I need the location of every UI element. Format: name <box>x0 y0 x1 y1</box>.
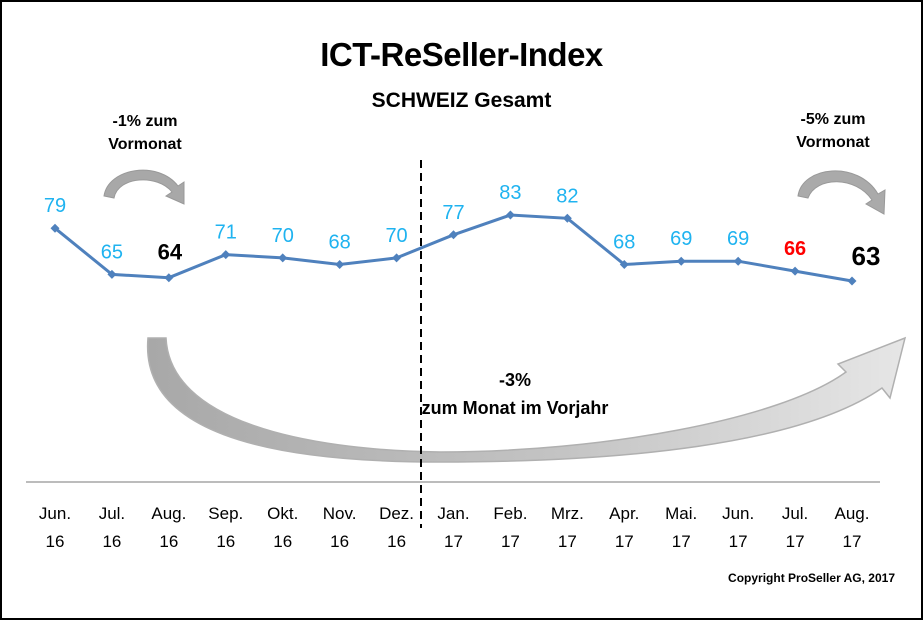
data-label: 77 <box>442 202 464 224</box>
x-tick-label-month: Jul. <box>782 504 808 523</box>
annotation-left-line1: -1% zum <box>112 113 178 130</box>
data-label: 68 <box>613 232 635 254</box>
x-tick-label-month: Jun. <box>39 504 71 523</box>
annotation-left: -1% zum Vormonat <box>90 110 200 156</box>
x-tick-label-year: 17 <box>444 532 463 551</box>
data-label: 64 <box>158 240 183 265</box>
data-label: 70 <box>272 225 294 247</box>
x-tick-label-year: 16 <box>102 532 121 551</box>
annotation-right: -5% zum Vormonat <box>778 108 888 154</box>
x-tick-label-year: 16 <box>216 532 235 551</box>
x-tick-label-month: Apr. <box>609 504 639 523</box>
data-label: 82 <box>556 185 578 207</box>
data-label: 79 <box>44 195 66 217</box>
x-tick-label-month: Sep. <box>208 504 243 523</box>
x-tick-label-month: Mai. <box>665 504 697 523</box>
data-point <box>676 256 686 266</box>
data-point <box>221 250 231 260</box>
x-tick-label-month: Jul. <box>99 504 125 523</box>
x-tick-label-month: Aug. <box>835 504 870 523</box>
x-tick-label-month: Feb. <box>493 504 527 523</box>
x-tick-label-month: Dez. <box>379 504 414 523</box>
x-tick-label-year: 17 <box>558 532 577 551</box>
data-point <box>164 273 174 283</box>
annotation-middle: -3% zum Monat im Vorjahr <box>400 366 630 422</box>
data-label: 70 <box>385 225 407 247</box>
data-point <box>505 210 515 220</box>
annotation-middle-line1: -3% <box>498 370 531 390</box>
x-tick-label-month: Nov. <box>323 504 357 523</box>
data-point <box>449 230 458 240</box>
x-tick-label-month: Jan. <box>437 504 469 523</box>
data-point <box>50 223 60 233</box>
chart-title: ICT-ReSeller-Index <box>320 36 603 73</box>
data-point <box>392 253 402 263</box>
x-tick-label-year: 17 <box>786 532 805 551</box>
x-tick-label-year: 17 <box>501 532 520 551</box>
data-point <box>335 260 345 269</box>
x-tick-label-month: Mrz. <box>551 504 584 523</box>
annotation-middle-line2: zum Monat im Vorjahr <box>421 398 609 418</box>
x-tick-label-year: 17 <box>672 532 691 551</box>
x-tick-label-year: 16 <box>159 532 178 551</box>
x-tick-label-year: 16 <box>330 532 349 551</box>
data-point <box>619 260 629 269</box>
x-tick-label-year: 16 <box>46 532 65 551</box>
data-label: 69 <box>727 228 749 250</box>
data-label: 68 <box>329 232 351 254</box>
x-tick-label-year: 16 <box>273 532 292 551</box>
x-tick-label-year: 17 <box>843 532 862 551</box>
yoy-arrow-icon <box>147 336 907 463</box>
data-point <box>733 256 743 266</box>
annotation-right-line1: -5% zum <box>800 111 866 128</box>
data-label: 65 <box>101 241 123 263</box>
mom-arrow-left-icon <box>103 169 185 205</box>
x-tick-label-month: Aug. <box>151 504 186 523</box>
x-tick-label-year: 17 <box>615 532 634 551</box>
data-point <box>562 213 572 223</box>
data-label: 69 <box>670 228 692 250</box>
annotation-left-line2: Vormonat <box>108 136 182 153</box>
data-label: 83 <box>499 182 521 204</box>
mom-arrow-right-icon <box>797 170 886 215</box>
x-tick-label-month: Jun. <box>722 504 754 523</box>
copyright-text: Copyright ProSeller AG, 2017 <box>728 571 895 585</box>
data-point <box>278 253 288 263</box>
x-tick-label-year: 17 <box>729 532 748 551</box>
data-label: 71 <box>215 222 237 244</box>
x-tick-label-month: Okt. <box>267 504 298 523</box>
data-label: 66 <box>784 238 806 260</box>
data-point <box>790 266 800 276</box>
chart-subtitle: SCHWEIZ Gesamt <box>371 89 552 112</box>
data-label: 63 <box>852 241 881 271</box>
data-point <box>107 269 117 279</box>
data-point <box>847 276 857 286</box>
annotation-right-line2: Vormonat <box>796 134 870 151</box>
x-tick-label-year: 16 <box>387 532 406 551</box>
